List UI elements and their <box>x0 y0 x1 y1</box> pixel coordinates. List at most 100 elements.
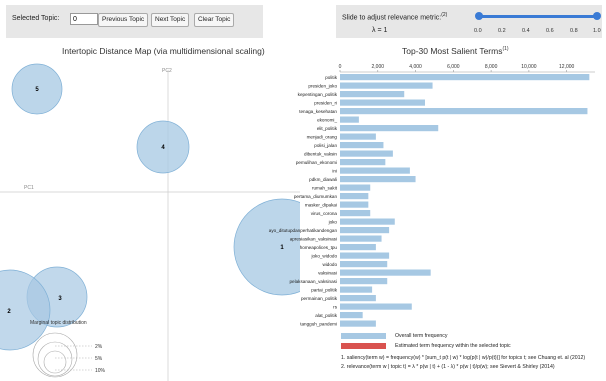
term-bar[interactable] <box>340 74 590 81</box>
term-bar[interactable] <box>340 125 439 132</box>
term-bar[interactable] <box>340 150 393 157</box>
topic-bubble-2[interactable] <box>0 269 51 351</box>
slider-tick: 0.2 <box>498 28 506 34</box>
term-label[interactable]: tangguh_pandemi <box>300 321 337 326</box>
term-bar[interactable] <box>340 108 588 115</box>
term-label[interactable]: politik <box>325 75 337 80</box>
saliency-formula: 1. saliency(term w) = frequency(w) * [su… <box>341 355 586 361</box>
marginal-distribution-title: Marginal topic distribution <box>30 320 87 326</box>
term-label[interactable]: menjadi_orang <box>307 134 338 139</box>
slider-handle-min[interactable] <box>475 12 483 20</box>
term-label[interactable]: joko_widodo <box>310 253 337 258</box>
slider-tick: 0.4 <box>522 28 530 34</box>
slider-tick: 0.6 <box>546 28 554 34</box>
term-label[interactable]: widodo <box>322 262 337 267</box>
term-label[interactable]: polisi_jalan <box>314 143 337 148</box>
relevance-slider-track[interactable] <box>478 15 598 18</box>
topic-bubble-5[interactable] <box>11 63 63 115</box>
term-bar[interactable] <box>340 99 425 106</box>
marginal-label: 10% <box>95 368 106 374</box>
term-bar[interactable] <box>340 320 376 327</box>
term-bar[interactable] <box>340 286 373 293</box>
term-bar[interactable] <box>340 159 386 166</box>
term-bar[interactable] <box>340 303 412 310</box>
term-label[interactable]: tenaga_kesehatan <box>299 109 337 114</box>
term-label[interactable]: elit_politik <box>317 126 338 131</box>
term-bar[interactable] <box>340 269 431 276</box>
x-tick-label: 8,000 <box>485 64 498 70</box>
relevance-formula: 2. relevance(term w | topic t) = λ * p(w… <box>341 364 555 370</box>
salient-terms-title: Top-30 Most Salient Terms(1) <box>402 46 509 56</box>
term-label[interactable]: pemulihan_ekonomi <box>296 160 337 165</box>
term-label[interactable]: permainan_politik <box>301 296 338 301</box>
term-bar[interactable] <box>340 244 376 251</box>
topic-label: 4 <box>161 145 165 151</box>
slider-label: Slide to adjust relevance metric:(2) <box>342 12 448 22</box>
term-label[interactable]: pelaksanaan_vaksinasi <box>289 279 337 284</box>
term-label[interactable]: rs <box>333 304 338 309</box>
legend-estimated-label: Estimated term frequency within the sele… <box>395 343 511 349</box>
term-label[interactable]: presiden_ri <box>314 100 337 105</box>
term-bar[interactable] <box>340 218 395 225</box>
topic-bubble-4[interactable] <box>136 120 190 174</box>
term-label[interactable]: ekonomi_ <box>317 117 337 122</box>
term-bar[interactable] <box>340 142 384 149</box>
intertopic-map-title: Intertopic Distance Map (via multidimens… <box>62 46 265 56</box>
term-bar[interactable] <box>340 167 410 174</box>
relevance-slider-panel: Slide to adjust relevance metric:(2) λ =… <box>336 5 602 38</box>
term-bar[interactable] <box>340 227 390 234</box>
term-label[interactable]: pertama_diumumkan <box>294 194 338 199</box>
term-label[interactable]: rumah_sakit <box>312 185 338 190</box>
x-tick-label: 0 <box>339 64 342 70</box>
term-bar[interactable] <box>340 91 405 98</box>
term-label[interactable]: apresiasikan_vaksinasi <box>290 236 337 241</box>
selected-topic-input[interactable] <box>70 13 98 25</box>
term-bar[interactable] <box>340 201 369 208</box>
term-label[interactable]: ayo_ditutupdanperhatikandengan <box>269 228 338 233</box>
topic-controls: Selected Topic: Previous Topic Next Topi… <box>6 5 263 38</box>
slider-tick: 0.0 <box>474 28 482 34</box>
topic-label: 5 <box>35 87 39 93</box>
lambda-value: λ = 1 <box>372 27 388 34</box>
term-bar[interactable] <box>340 235 382 242</box>
term-bar[interactable] <box>340 184 371 191</box>
intertopic-map: PC2 PC1 5 4 1 3 2 Marginal topic distrib… <box>0 63 300 381</box>
term-label[interactable]: dibentuk_vaksin <box>304 151 337 156</box>
term-bar[interactable] <box>340 252 390 259</box>
topic-label: 2 <box>7 309 11 315</box>
relevance-slider-handle[interactable] <box>593 12 601 20</box>
term-bar[interactable] <box>340 312 363 319</box>
term-bar[interactable] <box>340 82 433 89</box>
slider-tick: 0.8 <box>570 28 578 34</box>
term-bar[interactable] <box>340 295 376 302</box>
previous-topic-button[interactable]: Previous Topic <box>98 13 149 27</box>
term-label[interactable]: masker_dipakai <box>305 202 337 207</box>
term-bar[interactable] <box>340 176 416 183</box>
term-label[interactable]: partai_politik <box>311 287 337 292</box>
term-label[interactable]: alat_politik <box>315 313 337 318</box>
term-label[interactable]: pdkm_diawali <box>309 177 337 182</box>
topic-label: 1 <box>280 245 284 251</box>
term-label[interactable]: presiden_joko <box>308 83 337 88</box>
term-bar[interactable] <box>340 278 388 285</box>
salient-terms-chart: 0 2,000 4,000 6,000 8,000 10,000 12,000 politik… <box>269 64 595 327</box>
term-bar[interactable] <box>340 210 371 217</box>
term-bar[interactable] <box>340 193 369 200</box>
term-bar[interactable] <box>340 133 376 140</box>
clear-topic-button[interactable]: Clear Topic <box>194 13 235 27</box>
topic-bubble-1[interactable] <box>233 198 300 296</box>
term-label[interactable]: virus_corona <box>311 211 338 216</box>
term-label[interactable]: homeapolices_tpu <box>300 245 338 250</box>
term-label[interactable]: kepentingan_politik <box>298 92 338 97</box>
term-label[interactable]: ini <box>332 168 337 173</box>
marginal-distribution-legend: 2% 5% 10% <box>32 332 106 378</box>
legend-overall-label: Overall term frequency <box>395 333 448 339</box>
legend-overall-swatch <box>341 333 386 339</box>
term-bar[interactable] <box>340 116 359 123</box>
marginal-label: 2% <box>95 344 103 350</box>
term-label[interactable]: joko <box>328 219 338 224</box>
term-bar[interactable] <box>340 261 388 268</box>
next-topic-button[interactable]: Next Topic <box>151 13 190 27</box>
x-tick-label: 6,000 <box>447 64 460 70</box>
term-label[interactable]: vaksinasi <box>318 270 337 275</box>
